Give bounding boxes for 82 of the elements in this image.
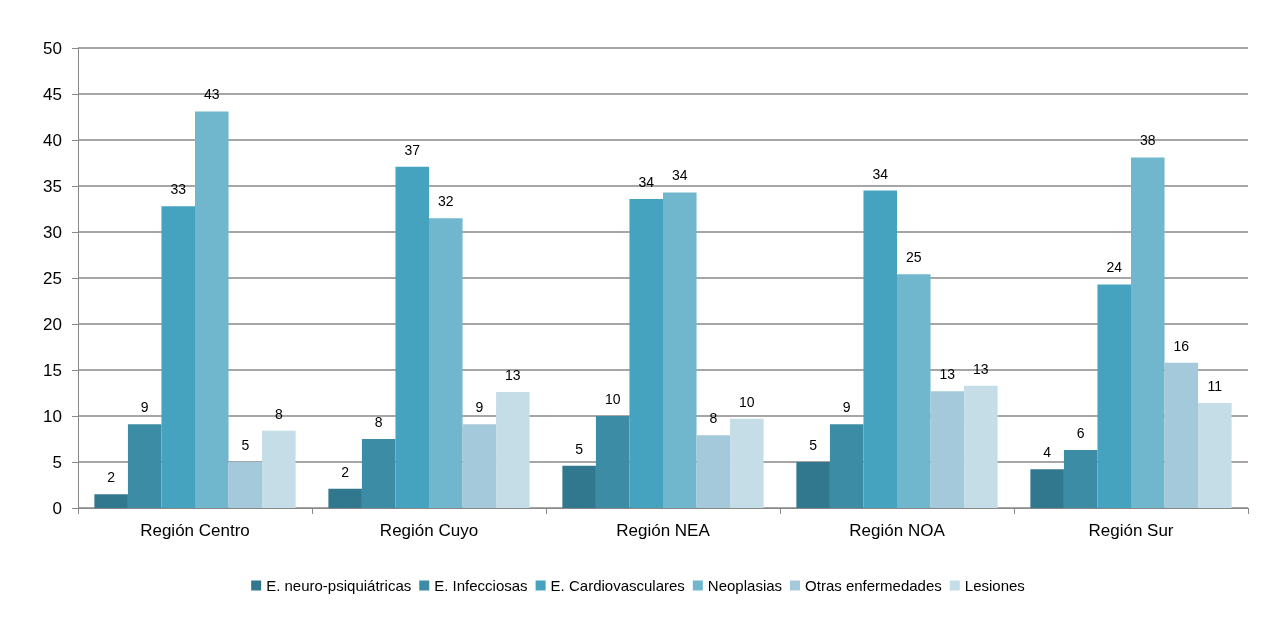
bar <box>964 385 998 508</box>
legend-label: E. Infecciosas <box>434 577 528 594</box>
data-label: 2 <box>341 463 350 480</box>
data-label: 4 <box>1043 444 1052 461</box>
data-label: 6 <box>1076 425 1085 442</box>
data-label: 11 <box>1207 378 1223 395</box>
data-label: 16 <box>1173 337 1190 354</box>
bar <box>897 274 931 508</box>
bar <box>595 416 630 508</box>
y-tick-label: 15 <box>43 360 62 380</box>
bar <box>262 430 296 508</box>
bar <box>1063 450 1098 508</box>
bar <box>361 439 396 508</box>
data-label: 13 <box>505 367 521 384</box>
legend-label: Otras enfermedades <box>805 577 942 594</box>
bar <box>562 465 596 508</box>
bar <box>930 391 965 508</box>
data-label: 34 <box>638 173 655 190</box>
bar <box>796 462 830 508</box>
y-tick-label: 45 <box>43 84 62 104</box>
y-tick-label: 30 <box>43 222 62 242</box>
legend-label: E. Cardiovasculares <box>550 577 685 594</box>
data-label: 10 <box>739 393 755 410</box>
bar <box>127 424 162 508</box>
data-label: 8 <box>709 410 718 427</box>
data-label: 34 <box>671 167 688 184</box>
data-label: 8 <box>274 405 283 422</box>
y-tick-label: 5 <box>52 452 62 472</box>
bar <box>1097 284 1131 508</box>
legend-label: Neoplasias <box>707 577 783 594</box>
x-tick-label: Región Sur <box>1088 521 1174 540</box>
bar <box>94 494 128 508</box>
data-label: 33 <box>170 181 187 198</box>
bar <box>1198 403 1232 508</box>
data-label: 34 <box>872 165 889 182</box>
bar <box>1030 469 1064 508</box>
data-label: 32 <box>437 193 454 210</box>
y-tick-label: 35 <box>43 176 62 196</box>
data-label: 9 <box>475 399 484 416</box>
bar <box>629 198 663 508</box>
y-tick-label: 20 <box>43 314 62 334</box>
data-label: 2 <box>107 469 116 486</box>
y-tick-label: 50 <box>43 38 62 58</box>
x-tick-label: Región NEA <box>616 521 711 540</box>
bar <box>1164 362 1199 508</box>
data-label: 8 <box>374 414 383 430</box>
data-label: 13 <box>939 366 956 383</box>
bar <box>228 462 263 508</box>
bar <box>195 111 229 508</box>
legend-label: E. neuro-psiquiátricas <box>266 577 412 594</box>
data-label: 5 <box>575 440 584 457</box>
data-label: 37 <box>404 141 421 158</box>
y-tick-label: 25 <box>43 268 62 288</box>
data-label: 43 <box>203 86 220 103</box>
bar <box>829 424 864 508</box>
bar <box>1131 157 1165 508</box>
data-label: 38 <box>1139 132 1156 149</box>
bar <box>328 488 362 508</box>
data-label: 5 <box>809 437 818 453</box>
bar <box>161 206 195 508</box>
bar <box>462 424 497 508</box>
data-label: 25 <box>905 249 922 266</box>
data-label: 13 <box>973 360 989 377</box>
bar <box>730 418 764 508</box>
data-label: 10 <box>604 391 621 407</box>
x-tick-label: Región NOA <box>849 521 946 540</box>
bar <box>496 392 530 508</box>
x-tick-label: Región Cuyo <box>379 521 479 540</box>
y-tick-label: 40 <box>43 130 62 150</box>
legend-label: Lesiones <box>964 577 1025 594</box>
bar <box>429 218 463 508</box>
x-tick-label: Región Centro <box>140 521 250 540</box>
data-label: 24 <box>1106 259 1123 276</box>
data-label: 5 <box>241 437 250 453</box>
data-label: 9 <box>842 399 851 416</box>
y-tick-label: 0 <box>52 498 62 518</box>
y-tick-label: 10 <box>43 406 62 426</box>
bar <box>863 190 897 508</box>
bar <box>395 166 429 508</box>
data-label: 9 <box>140 399 149 416</box>
bar <box>696 435 731 508</box>
bar <box>663 192 697 508</box>
